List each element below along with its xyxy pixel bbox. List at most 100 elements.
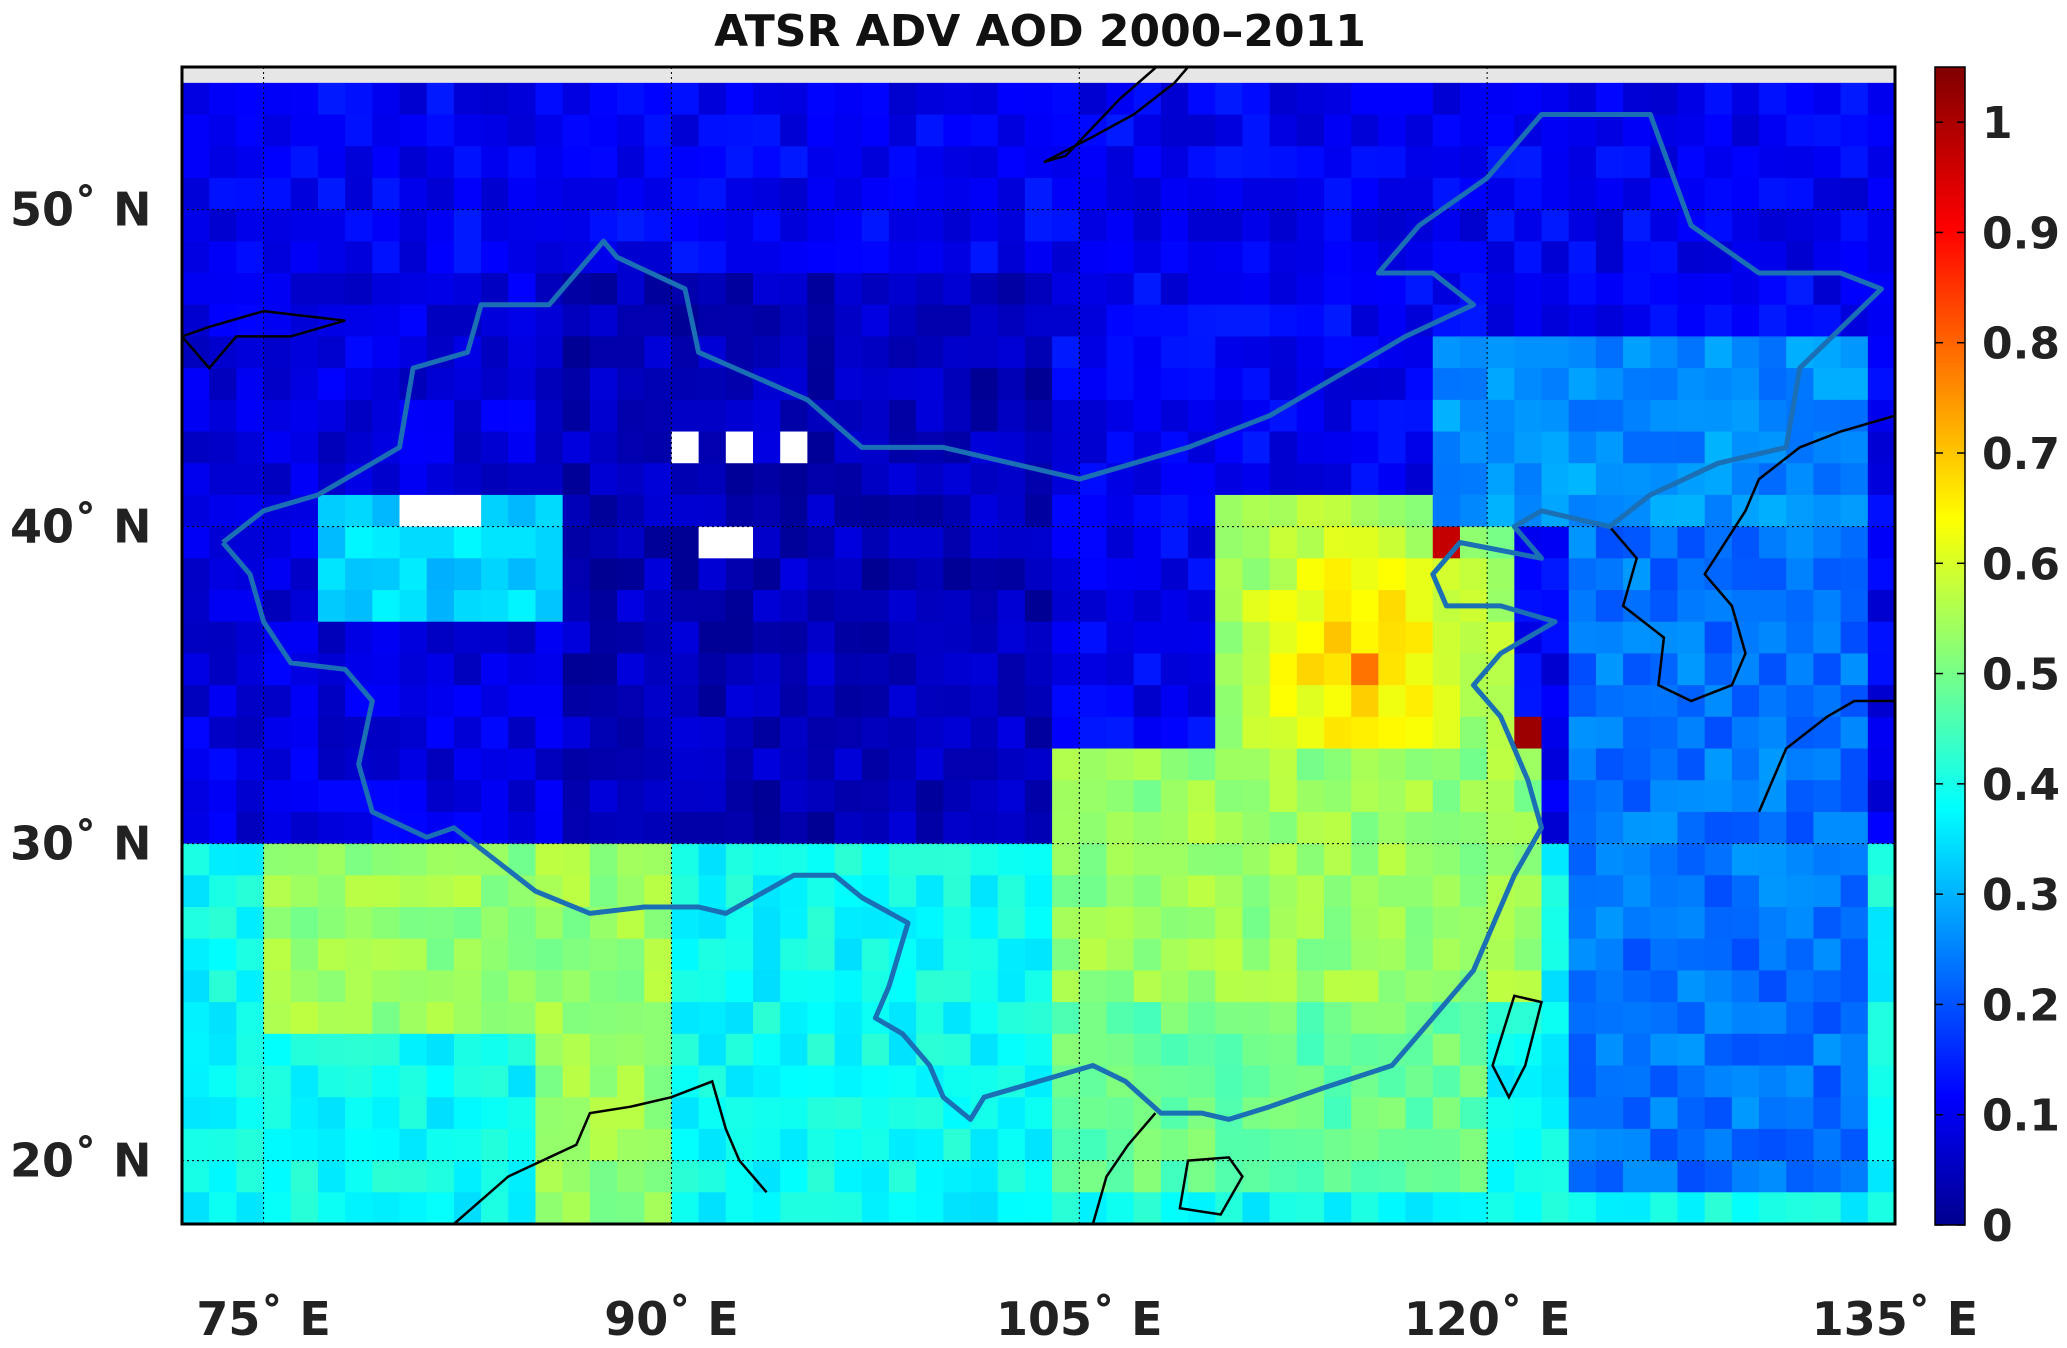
- aod-cell: [1731, 843, 1760, 876]
- aod-cell: [1623, 875, 1651, 908]
- aod-cell: [1759, 82, 1787, 116]
- aod-cell: [943, 526, 972, 559]
- aod-cell: [1024, 177, 1053, 211]
- aod-cell: [1160, 970, 1189, 1003]
- aod-cell: [1188, 114, 1216, 147]
- aod-cell: [671, 970, 700, 1003]
- aod-cell: [290, 273, 319, 306]
- aod-cell: [725, 336, 754, 369]
- aod-cell: [1731, 368, 1760, 401]
- aod-cell: [1704, 114, 1733, 147]
- aod-cell: [236, 463, 265, 496]
- aod-cell: [780, 907, 808, 940]
- aod-cell: [1867, 938, 1895, 972]
- aod-cell: [671, 590, 700, 623]
- aod-cell: [1623, 716, 1651, 750]
- aod-cell: [1160, 907, 1189, 940]
- aod-cell: [888, 716, 917, 750]
- aod-cell: [1677, 748, 1706, 781]
- aod-cell: [263, 336, 292, 369]
- aod-cell: [671, 907, 700, 940]
- aod-cell: [1052, 241, 1080, 274]
- aod-cell: [426, 146, 455, 179]
- aod-cell: [1024, 1160, 1053, 1193]
- aod-cell: [1188, 685, 1216, 718]
- aod-cell: [753, 304, 781, 338]
- aod-cell: [1840, 431, 1869, 464]
- aod-cell: [1759, 526, 1787, 559]
- aod-cell: [1324, 114, 1352, 147]
- lon-tick-label: 90˚ E: [604, 1292, 738, 1346]
- aod-cell: [1541, 653, 1570, 686]
- aod-cell: [1541, 304, 1570, 338]
- aod-cell: [481, 653, 509, 686]
- aod-cell: [644, 431, 673, 464]
- lat-tick-label: 40˚ N: [10, 500, 152, 554]
- aod-cell: [671, 1033, 700, 1067]
- aod-cell: [1677, 653, 1706, 686]
- aod-cell: [589, 114, 618, 147]
- aod-cell: [589, 716, 618, 750]
- map-panel[interactable]: [180, 51, 1897, 1226]
- aod-cell: [1813, 1033, 1842, 1067]
- aod-cell: [780, 494, 808, 528]
- china-border: [220, 112, 1884, 1216]
- aod-cell: [263, 748, 292, 781]
- aod-cell: [1242, 843, 1271, 876]
- aod-cell: [1840, 970, 1869, 1003]
- aod-cell: [997, 1160, 1026, 1193]
- aod-cell: [1324, 716, 1352, 750]
- aod-cell: [861, 494, 890, 528]
- aod-cell: [236, 1192, 265, 1224]
- aod-cell: [1541, 241, 1570, 274]
- aod-cell: [1079, 368, 1108, 401]
- aod-cell: [1079, 431, 1108, 464]
- aod-cell: [1514, 241, 1543, 274]
- aod-cell: [562, 1002, 591, 1035]
- aod-cell: [1188, 590, 1216, 623]
- aod-cell: [1840, 811, 1869, 845]
- aod-cell: [1650, 368, 1679, 401]
- aod-cell: [209, 1065, 237, 1098]
- aod-cell: [1813, 463, 1842, 496]
- aod-cell: [1568, 146, 1597, 179]
- aod-cell: [1568, 1192, 1597, 1224]
- aod-cell: [617, 336, 645, 369]
- aod-cell: [1595, 526, 1624, 559]
- aod-cell: [236, 114, 265, 147]
- aod-cell: [1432, 1128, 1461, 1162]
- aod-cell: [698, 685, 727, 718]
- aod-cell: [1867, 811, 1895, 845]
- aod-cell: [1731, 209, 1760, 242]
- aod-cell: [943, 907, 972, 940]
- aod-cell: [1813, 716, 1842, 750]
- aod-cell: [916, 463, 944, 496]
- aod-cell: [562, 1033, 591, 1067]
- aod-cell: [1731, 463, 1760, 496]
- aod-cell: [1242, 875, 1271, 908]
- aod-cell: [725, 653, 754, 686]
- aod-cell: [399, 780, 428, 813]
- aod-cell: [753, 653, 781, 686]
- aod-cell: [1052, 82, 1080, 116]
- aod-cell: [236, 304, 265, 338]
- aod-cell: [1296, 399, 1325, 433]
- aod-cell: [1623, 82, 1651, 116]
- aod-cell: [1052, 875, 1080, 908]
- aod-cell: [725, 780, 754, 813]
- aod-cell: [1079, 494, 1108, 528]
- aod-cell: [1840, 177, 1869, 211]
- aod-cell: [997, 685, 1026, 718]
- aod-cell: [997, 146, 1026, 179]
- aod-cell: [1351, 907, 1379, 940]
- aod-cell: [1269, 304, 1298, 338]
- aod-cell: [1079, 177, 1108, 211]
- aod-cell: [888, 843, 917, 876]
- aod-cell: [562, 780, 591, 813]
- aod-cell: [1024, 748, 1053, 781]
- aod-cell: [236, 1097, 265, 1130]
- aod-cell: [535, 146, 564, 179]
- aod-cell: [1786, 463, 1815, 496]
- aod-cell: [182, 590, 210, 623]
- aod-cell: [888, 811, 917, 845]
